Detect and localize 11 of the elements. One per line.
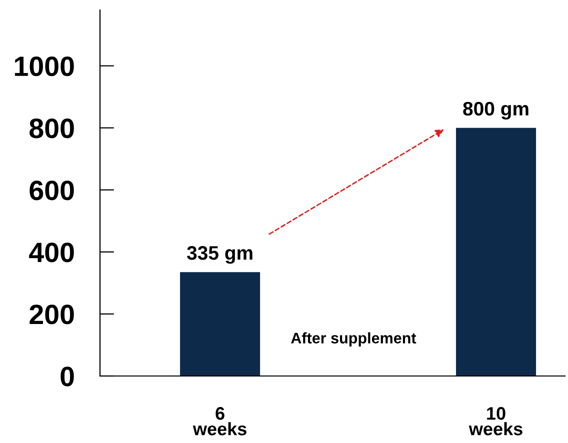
x-tick-label: 10 weeks [468, 407, 522, 436]
data-label: 800 gm [463, 102, 528, 120]
data-label: 335 gm [186, 246, 252, 264]
y-tick-label: 800 [30, 118, 74, 138]
y-tick-label: 200 [30, 304, 74, 324]
y-tick-label: 600 [30, 180, 74, 200]
y-tick-label: 1000 [14, 56, 74, 76]
x-tick-label: 6 weeks [192, 407, 246, 436]
y-tick-label: 0 [60, 366, 74, 386]
annotation: After supplement [291, 332, 416, 347]
y-tick-label: 400 [29, 242, 74, 262]
